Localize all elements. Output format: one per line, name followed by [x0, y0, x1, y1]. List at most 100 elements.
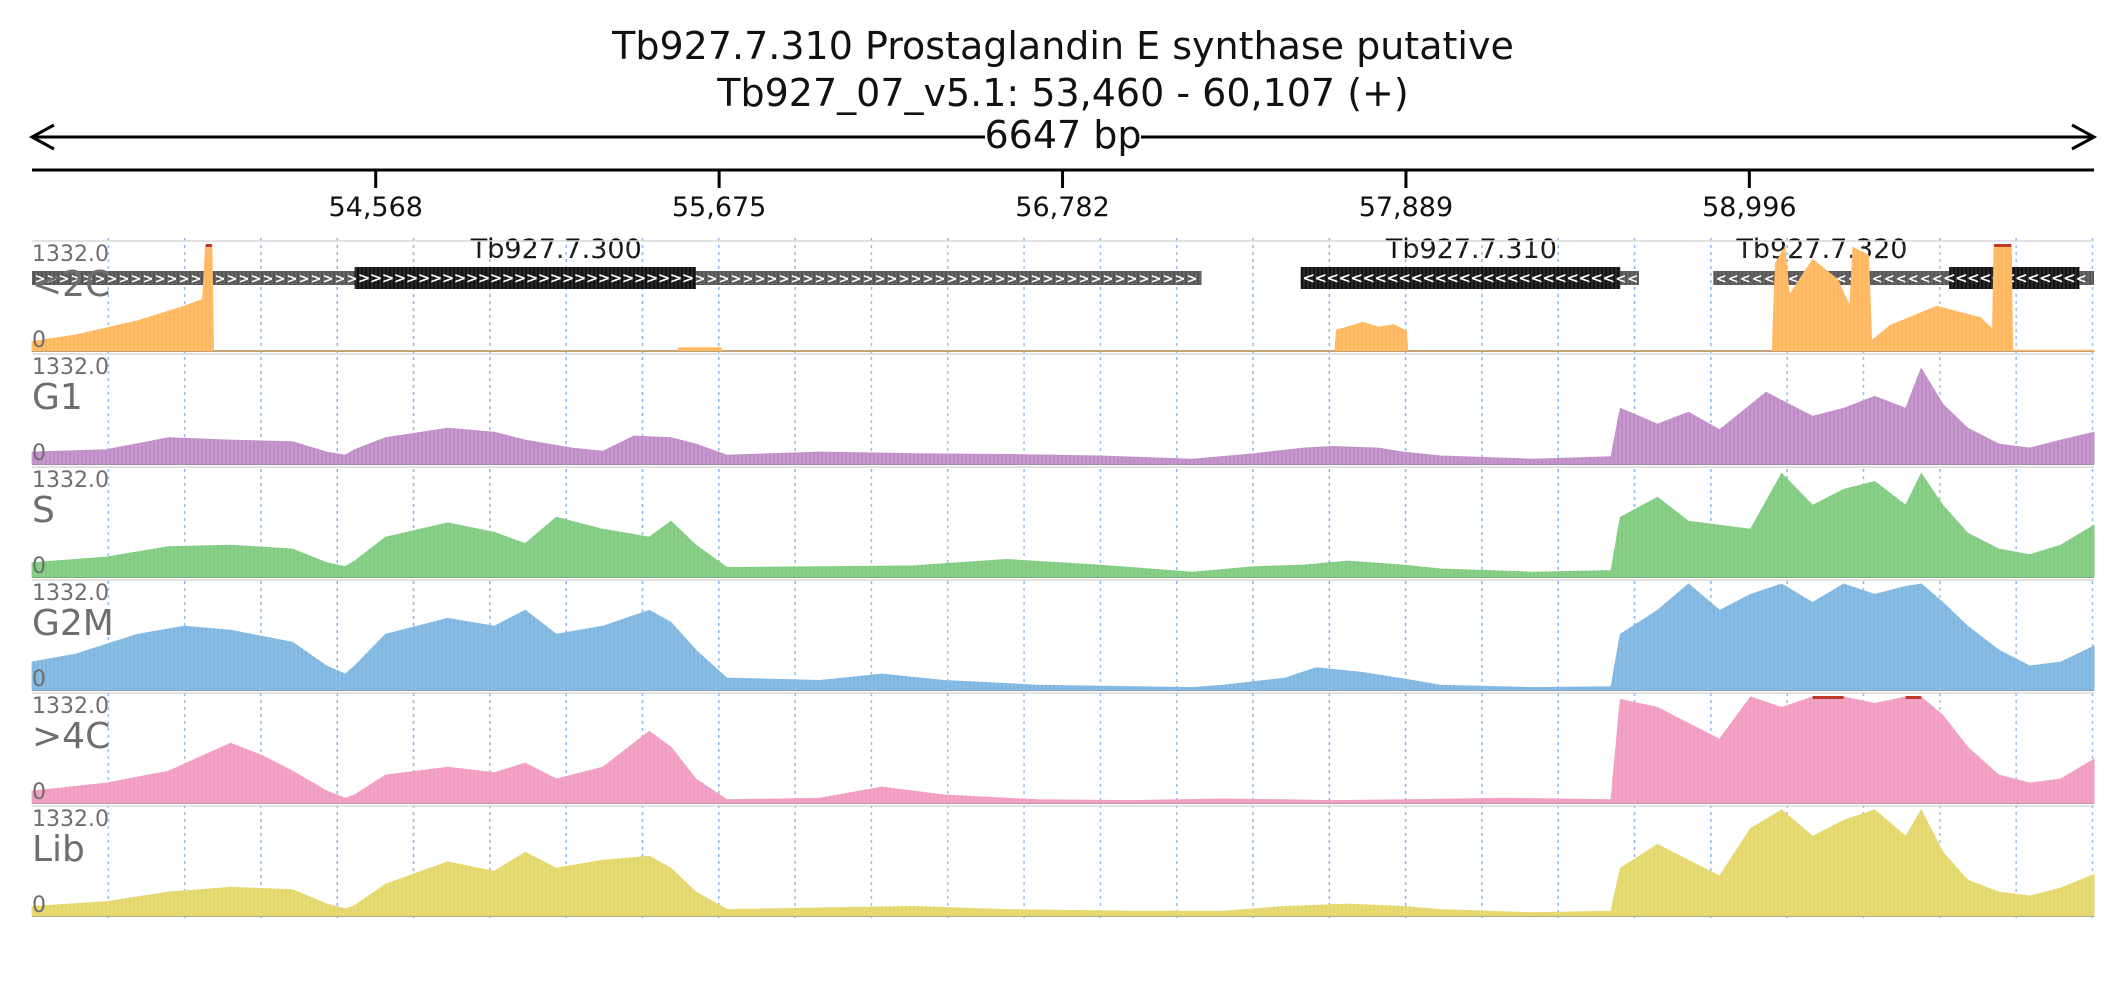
- clip-marker: [1905, 696, 1922, 699]
- track-zero-label: 0: [32, 328, 46, 353]
- strand-chevron: >: [658, 269, 671, 287]
- gene-label: Tb927.7.320: [1735, 234, 1907, 265]
- strand-chevron: >: [358, 269, 371, 287]
- strand-chevron: >: [598, 269, 611, 287]
- strand-chevron: <: [1872, 272, 1883, 287]
- coordinate-axis: 54,568 55,675 56,782 57,889 58,996: [32, 168, 2094, 223]
- coverage-area: [31, 244, 2095, 352]
- strand-chevron: >: [1115, 272, 1126, 287]
- strand-chevron: >: [155, 272, 166, 287]
- track-max-label: 1332.0: [32, 468, 109, 493]
- strand-chevron: >: [695, 272, 706, 287]
- strand-chevron: <: [1374, 269, 1387, 287]
- track-max-label: 1332.0: [32, 581, 109, 606]
- track-name-label: >4C: [32, 716, 110, 757]
- track-name-label: G1: [32, 377, 83, 418]
- strand-chevron: >: [622, 269, 635, 287]
- strand-chevron: >: [311, 272, 322, 287]
- strand-chevron: >: [382, 269, 395, 287]
- strand-chevron: >: [875, 272, 886, 287]
- axis-tick-label: 56,782: [1015, 192, 1109, 223]
- track-max-label: 1332.0: [32, 694, 109, 719]
- strand-chevron: <: [2027, 269, 2040, 287]
- axis-tick-label: 57,889: [1359, 192, 1453, 223]
- strand-chevron: >: [442, 269, 455, 287]
- strand-chevron: >: [731, 272, 742, 287]
- strand-chevron: >: [107, 272, 118, 287]
- strand-chevron: <: [1314, 269, 1327, 287]
- chart-title: Tb927.7.310 Prostaglandin E synthase put…: [611, 24, 1514, 68]
- strand-chevron: >: [502, 269, 515, 287]
- strand-chevron: >: [971, 272, 982, 287]
- strand-chevron: <: [1386, 269, 1399, 287]
- strand-chevron: >: [682, 269, 695, 287]
- strand-chevron: <: [1458, 269, 1471, 287]
- strand-chevron: <: [1967, 269, 1980, 287]
- strand-chevron: >: [227, 272, 238, 287]
- strand-chevron: >: [610, 269, 623, 287]
- strand-chevron: >: [119, 272, 130, 287]
- strand-chevron: <: [1398, 269, 1411, 287]
- strand-chevron: >: [815, 272, 826, 287]
- strand-chevron: <: [1578, 269, 1591, 287]
- strand-chevron: >: [743, 272, 754, 287]
- strand-chevron: <: [1554, 269, 1567, 287]
- strand-chevron: >: [287, 272, 298, 287]
- strand-chevron: <: [1422, 269, 1435, 287]
- strand-chevron: >: [335, 272, 346, 287]
- strand-chevron: >: [251, 272, 262, 287]
- strand-chevron: <: [2039, 269, 2052, 287]
- track-zero-label: 0: [32, 893, 46, 918]
- strand-chevron: >: [47, 272, 58, 287]
- strand-chevron: <: [1602, 269, 1615, 287]
- strand-chevron: >: [347, 272, 358, 287]
- strand-chevron: >: [167, 272, 178, 287]
- strand-chevron: >: [947, 272, 958, 287]
- strand-chevron: >: [1127, 272, 1138, 287]
- strand-chevron: >: [1067, 272, 1078, 287]
- strand-chevron: >: [791, 272, 802, 287]
- strand-chevron: >: [550, 269, 563, 287]
- strand-chevron: >: [275, 272, 286, 287]
- strand-chevron: >: [478, 269, 491, 287]
- strand-chevron: >: [911, 272, 922, 287]
- strand-chevron: >: [995, 272, 1006, 287]
- strand-chevron: <: [1410, 269, 1423, 287]
- strand-chevron: <: [2051, 269, 2064, 287]
- track-5: 1332.0 0 Lib: [31, 805, 2095, 918]
- strand-chevron: <: [1943, 269, 1956, 287]
- strand-chevron: <: [1932, 272, 1943, 287]
- strand-chevron: >: [634, 269, 647, 287]
- axis-tick-label: 54,568: [328, 192, 422, 223]
- span-length-label: 6647 bp: [984, 113, 1141, 157]
- strand-chevron: >: [574, 269, 587, 287]
- strand-chevron: >: [755, 272, 766, 287]
- track-4: 1332.0 0 >4C: [31, 692, 2095, 805]
- span-arrow-right: [2071, 123, 2098, 151]
- strand-chevron: >: [538, 269, 551, 287]
- strand-chevron: <: [1542, 269, 1555, 287]
- strand-chevron: >: [323, 272, 334, 287]
- strand-chevron: <: [1518, 269, 1531, 287]
- strand-chevron: <: [1446, 269, 1459, 287]
- strand-chevron: <: [1627, 272, 1638, 287]
- track-max-label: 1332.0: [32, 807, 109, 832]
- strand-chevron: <: [1836, 272, 1847, 287]
- strand-chevron: >: [1007, 272, 1018, 287]
- strand-chevron: <: [1338, 269, 1351, 287]
- strand-chevron: >: [1043, 272, 1054, 287]
- strand-chevron: >: [35, 272, 46, 287]
- gene-label: Tb927.7.310: [1385, 234, 1557, 265]
- strand-chevron: <: [1764, 272, 1775, 287]
- strand-chevron: >: [959, 272, 970, 287]
- track-max-label: 1332.0: [32, 355, 109, 380]
- strand-chevron: <: [1740, 272, 1751, 287]
- strand-chevron: <: [1350, 269, 1363, 287]
- strand-chevron: >: [430, 269, 443, 287]
- strand-chevron: >: [179, 272, 190, 287]
- strand-chevron: <: [1979, 269, 1992, 287]
- strand-chevron: >: [143, 272, 154, 287]
- strand-chevron: <: [1302, 269, 1315, 287]
- strand-chevron: >: [1139, 272, 1150, 287]
